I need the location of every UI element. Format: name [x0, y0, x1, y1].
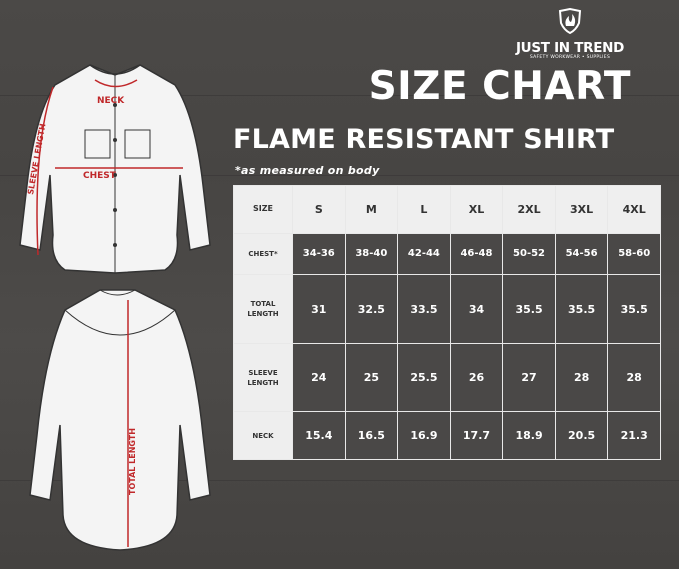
table-cell: 27: [502, 342, 556, 413]
table-cell: 21.3: [607, 411, 661, 460]
row-label: NECK: [233, 411, 293, 460]
total-length-label: TOTAL LENGTH: [128, 428, 137, 495]
table-cell: 34: [449, 274, 504, 344]
table-cell: 25.5: [397, 342, 451, 413]
size-col: 2XL: [502, 185, 556, 234]
product-title: FLAME RESISTANT SHIRT: [233, 124, 615, 155]
row-label: TOTAL LENGTH: [233, 274, 293, 344]
size-col: M: [344, 185, 399, 234]
size-col: 3XL: [554, 185, 609, 234]
size-col: 4XL: [607, 185, 661, 234]
table-cell: 32.5: [344, 274, 399, 344]
flame-shield-icon: [558, 7, 582, 35]
table-cell: 25: [344, 342, 399, 413]
table-cell: 46-48: [449, 232, 504, 276]
size-col: L: [397, 185, 451, 234]
table-row-chest: CHEST* 34-36 38-40 42-44 46-48 50-52 54-…: [233, 232, 661, 276]
table-cell: 18.9: [502, 411, 556, 460]
table-cell: 16.5: [344, 411, 399, 460]
table-row-sleeve-length: SLEEVE LENGTH 24 25 25.5 26 27 28 28: [233, 342, 661, 413]
table-cell: 54-56: [554, 232, 609, 276]
table-row-total-length: TOTAL LENGTH 31 32.5 33.5 34 35.5 35.5 3…: [233, 274, 661, 344]
table-cell: 20.5: [554, 411, 609, 460]
table-cell: 28: [554, 342, 609, 413]
table-cell: 16.9: [397, 411, 451, 460]
shirt-front-diagram: NECK CHEST SLEEVE LENGTH: [19, 64, 211, 274]
size-chart-table: SIZE S M L XL 2XL 3XL 4XL CHEST* 34-36 3…: [233, 185, 661, 460]
brand-logo: JUST IN TREND SAFETY WORKWEAR • SUPPLIES: [505, 7, 635, 60]
measure-note: *as measured on body: [235, 164, 380, 177]
size-col: S: [292, 185, 346, 234]
table-row-neck: NECK 15.4 16.5 16.9 17.7 18.9 20.5 21.3: [233, 411, 661, 460]
size-col: XL: [449, 185, 504, 234]
row-label: SLEEVE LENGTH: [233, 342, 293, 413]
brand-name: JUST IN TREND: [515, 40, 625, 56]
table-cell: 24: [292, 342, 346, 413]
table-cell: 33.5: [397, 274, 451, 344]
brand-tagline: SAFETY WORKWEAR • SUPPLIES: [529, 55, 611, 60]
header-size-label: SIZE: [233, 185, 293, 234]
row-label: CHEST*: [233, 232, 293, 276]
table-cell: 38-40: [344, 232, 399, 276]
table-header-row: SIZE S M L XL 2XL 3XL 4XL: [233, 185, 661, 234]
table-cell: 35.5: [607, 274, 661, 344]
neck-label: NECK: [97, 96, 125, 106]
table-cell: 26: [449, 342, 504, 413]
chest-label: CHEST: [83, 171, 117, 181]
table-cell: 34-36: [292, 232, 346, 276]
shirt-back-diagram: TOTAL LENGTH: [29, 289, 211, 551]
table-cell: 31: [292, 274, 346, 344]
page-title: SIZE CHART: [368, 64, 631, 109]
table-cell: 42-44: [397, 232, 451, 276]
table-cell: 17.7: [449, 411, 504, 460]
table-cell: 35.5: [502, 274, 556, 344]
table-cell: 58-60: [607, 232, 661, 276]
table-cell: 28: [607, 342, 661, 413]
table-cell: 50-52: [502, 232, 556, 276]
table-cell: 15.4: [292, 411, 346, 460]
table-cell: 35.5: [554, 274, 609, 344]
